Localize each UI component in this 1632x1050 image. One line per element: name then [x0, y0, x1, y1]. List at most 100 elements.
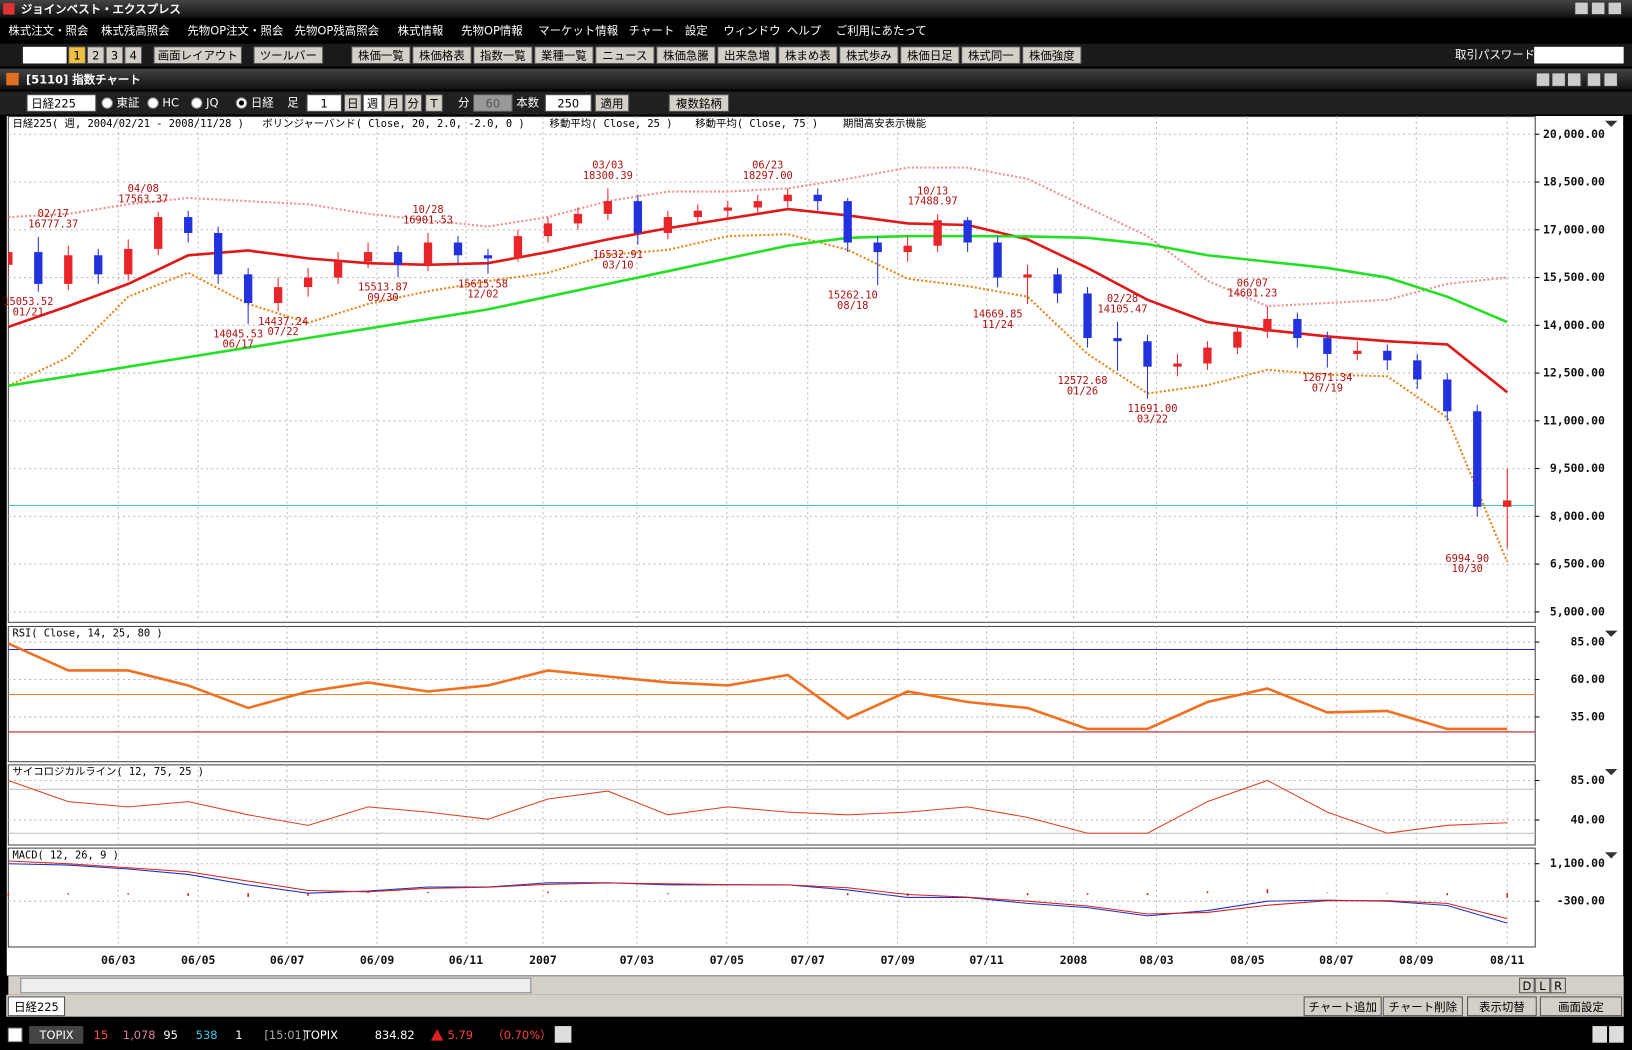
button[interactable] — [1592, 1026, 1608, 1043]
password-input[interactable] — [1534, 46, 1624, 64]
status-symbol: TOPIX — [39, 1028, 74, 1042]
layout-dropdown[interactable] — [153, 46, 242, 64]
tool-button[interactable] — [778, 46, 838, 64]
menu-item[interactable]: ウィンドウ — [723, 24, 780, 38]
bollinger-upper — [8, 166, 1508, 308]
footer-button[interactable] — [1467, 996, 1537, 1017]
page-button[interactable] — [105, 46, 124, 64]
panel-menu-arrow[interactable] — [1604, 769, 1618, 776]
tool-button[interactable] — [961, 46, 1021, 64]
candle-body — [993, 242, 1002, 278]
y-tick-label: 15,500.00 — [1543, 270, 1605, 284]
chart-tab[interactable] — [7, 996, 66, 1017]
button[interactable] — [1586, 72, 1602, 87]
period-button[interactable] — [343, 94, 362, 112]
menu-item[interactable]: 先物OP注文・照会 — [187, 24, 284, 38]
tool-button-label: 株式同一 — [968, 49, 1014, 63]
button[interactable] — [1603, 72, 1618, 87]
menu-item[interactable]: マーケット情報 — [538, 24, 619, 38]
page-button-label: 2 — [92, 49, 99, 63]
period-button[interactable] — [425, 94, 443, 112]
count-label: 本数 — [516, 96, 539, 110]
input[interactable] — [22, 46, 67, 64]
app-icon — [3, 3, 15, 15]
candle-body — [1383, 350, 1392, 361]
radio[interactable] — [190, 97, 203, 109]
tool-button[interactable] — [656, 46, 716, 64]
menu-item[interactable]: 先物OP情報 — [461, 24, 523, 38]
count-input[interactable] — [544, 94, 592, 112]
candle-body — [543, 223, 553, 237]
menu-item[interactable]: ヘルプ — [787, 24, 822, 38]
tool-button[interactable] — [1022, 46, 1082, 64]
scroll-control[interactable] — [1534, 977, 1551, 994]
toolbar-dropdown[interactable] — [253, 46, 324, 64]
foot-input[interactable] — [306, 94, 342, 112]
button[interactable] — [1609, 1026, 1624, 1043]
minimize-button[interactable] — [1574, 1, 1589, 16]
page-button[interactable] — [86, 46, 105, 64]
annotation-price: 14437.24 — [258, 316, 308, 328]
scroll-control[interactable] — [1519, 977, 1535, 994]
annotation-price: 14601.23 — [1227, 288, 1277, 300]
tool-button[interactable] — [412, 46, 472, 64]
scroll-control-label: R — [1554, 979, 1562, 993]
tool-button[interactable] — [717, 46, 777, 64]
button[interactable] — [1551, 72, 1566, 87]
footer-button[interactable] — [1303, 996, 1382, 1017]
scroll-top-button[interactable] — [554, 1026, 572, 1043]
indicator-label: ボリンジャーバンド( Close, 20, 2.0, -2.0, 0 ) — [262, 118, 524, 130]
period-button[interactable] — [362, 94, 383, 112]
status-price: 834.82 — [375, 1028, 415, 1042]
period-button-label: 月 — [388, 97, 399, 111]
market-label: 日経 — [251, 96, 274, 110]
multi-button[interactable] — [668, 94, 730, 112]
radio[interactable] — [101, 97, 113, 109]
period-button-label: T — [430, 97, 439, 111]
tool-button[interactable] — [534, 46, 594, 64]
candle-body — [94, 255, 103, 275]
panel-menu-arrow[interactable] — [1604, 852, 1618, 859]
tool-button[interactable] — [839, 46, 899, 64]
symbol-select[interactable] — [26, 94, 97, 112]
apply-button[interactable] — [594, 94, 630, 112]
annotation-price: 17563.37 — [118, 193, 168, 205]
menu-item[interactable]: 株式情報 — [398, 24, 444, 38]
candle-body — [633, 201, 643, 233]
page-button[interactable] — [124, 46, 143, 64]
candle-body — [184, 217, 193, 233]
menu-item[interactable]: 先物OP残高照会 — [295, 24, 380, 38]
menu-item[interactable]: ご利用にあたって — [836, 24, 927, 38]
y-tick-label: 40.00 — [1570, 813, 1605, 827]
menu-item[interactable]: 株式注文・照会 — [8, 24, 89, 38]
footer-button[interactable] — [1539, 996, 1623, 1017]
tool-button[interactable] — [473, 46, 533, 64]
panel-menu-arrow[interactable] — [1604, 120, 1618, 127]
button[interactable] — [1535, 72, 1551, 87]
period-button[interactable] — [383, 94, 404, 112]
menu-item[interactable]: 株式残高照会 — [101, 24, 170, 38]
count-input-label: 250 — [557, 97, 579, 111]
tool-button[interactable] — [595, 46, 655, 64]
period-button[interactable] — [404, 94, 423, 112]
button[interactable] — [1566, 72, 1582, 87]
panel-menu-arrow[interactable] — [1604, 630, 1618, 637]
checkbox[interactable] — [7, 1027, 23, 1043]
minute-input[interactable] — [473, 94, 513, 112]
page-button[interactable] — [68, 46, 86, 64]
scroll-control[interactable] — [1550, 977, 1566, 994]
restore-button[interactable] — [1590, 1, 1606, 16]
scroll-thumb[interactable] — [20, 977, 532, 994]
tool-button[interactable] — [900, 46, 960, 64]
menu-item[interactable]: チャート — [629, 24, 675, 38]
menu-item[interactable]: 設定 — [685, 24, 708, 38]
tool-button[interactable] — [351, 46, 411, 64]
radio[interactable] — [147, 97, 159, 109]
close-button[interactable] — [1607, 1, 1623, 16]
status-count: 1,078 — [123, 1028, 156, 1042]
page-button-label: 1 — [73, 49, 80, 63]
annotation-date: 10/28 — [412, 204, 443, 216]
footer-button[interactable] — [1382, 996, 1463, 1017]
status-time: [15:01] — [264, 1028, 306, 1042]
